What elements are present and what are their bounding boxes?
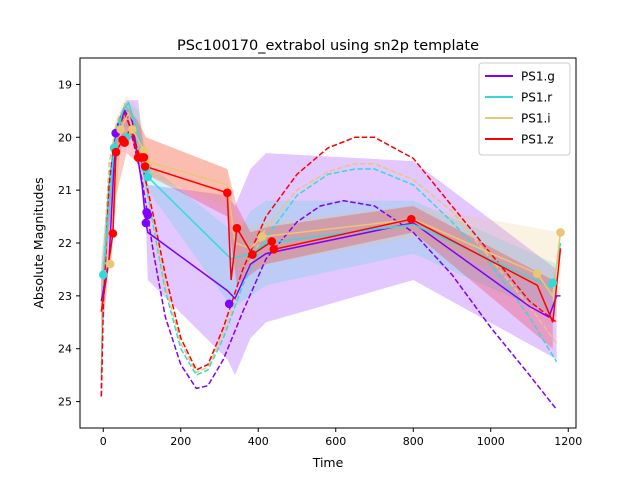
legend-label-ps1-z: PS1.z — [521, 133, 554, 147]
data-point-ps1-z-12 — [269, 245, 279, 254]
chart-title: PSc100170_extrabol using sn2p template — [177, 38, 479, 54]
legend-label-ps1-r: PS1.r — [521, 91, 552, 105]
x-tick-label-200: 200 — [170, 435, 191, 448]
data-point-ps1-i-1 — [116, 125, 125, 134]
x-tick-label-0: 0 — [100, 435, 107, 448]
y-axis-ticks: 19 20 21 22 23 24 25 — [58, 78, 80, 409]
data-point-ps1-r-4 — [143, 172, 153, 182]
legend-box — [478, 62, 571, 156]
legend: PS1.g PS1.r PS1.i PS1.z — [478, 62, 571, 156]
data-point-ps1-z-9 — [232, 223, 242, 233]
data-point-ps1-i-6 — [533, 269, 542, 279]
data-point-ps1-i-7 — [556, 228, 565, 237]
data-point-ps1-z-8 — [223, 188, 232, 198]
uncertainty-band-ps1-z — [101, 105, 553, 349]
x-axis-ticks: 0 200 400 600 800 1000 1200 — [100, 428, 582, 448]
data-point-ps1-z-10 — [248, 250, 257, 259]
y-tick-label-21: 21 — [58, 184, 72, 197]
data-point-ps1-g-1 — [141, 218, 151, 228]
y-tick-label-23: 23 — [58, 290, 72, 303]
x-tick-label-400: 400 — [248, 435, 269, 448]
x-tick-label-1200: 1200 — [554, 435, 582, 448]
data-point-ps1-z-11 — [267, 237, 277, 246]
y-tick-label-20: 20 — [58, 131, 72, 144]
data-point-ps1-z-6 — [139, 153, 149, 162]
data-point-ps1-z-7 — [140, 162, 150, 171]
y-tick-label-19: 19 — [58, 78, 72, 91]
data-point-ps1-i-5 — [257, 232, 267, 241]
y-axis-label: Absolute Magnitudes — [31, 177, 46, 308]
data-point-ps1-z-1 — [111, 147, 121, 157]
data-point-ps1-i-0 — [105, 259, 115, 269]
legend-label-ps1-i: PS1.i — [521, 112, 551, 126]
data-point-ps1-i-2 — [128, 125, 137, 134]
x-axis-label: Time — [312, 455, 344, 470]
y-tick-label-25: 25 — [58, 396, 72, 409]
template-fit-ps1-z — [100, 111, 558, 397]
data-point-ps1-r-0 — [99, 270, 108, 280]
data-point-ps1-g-4 — [224, 299, 234, 309]
x-tick-label-1000: 1000 — [477, 435, 505, 448]
data-point-ps1-i-3 — [139, 146, 149, 155]
x-tick-label-600: 600 — [325, 435, 346, 448]
data-point-ps1-z-3 — [120, 138, 129, 147]
y-tick-label-22: 22 — [58, 237, 72, 250]
legend-label-ps1-g: PS1.g — [521, 70, 555, 84]
plot-layer — [99, 95, 565, 410]
y-tick-label-24: 24 — [58, 343, 72, 356]
uncertainty-band-ps1-r — [101, 100, 557, 317]
x-tick-label-800: 800 — [403, 435, 424, 448]
series-line-ps1-i — [109, 111, 562, 298]
data-point-ps1-z-13 — [407, 214, 416, 224]
data-point-ps1-g-3 — [143, 210, 153, 220]
data-point-ps1-z-0 — [108, 229, 118, 238]
template-fit-ps1-r — [100, 103, 558, 377]
data-point-ps1-r-5 — [548, 278, 558, 287]
template-fit-ps1-i — [100, 103, 558, 381]
